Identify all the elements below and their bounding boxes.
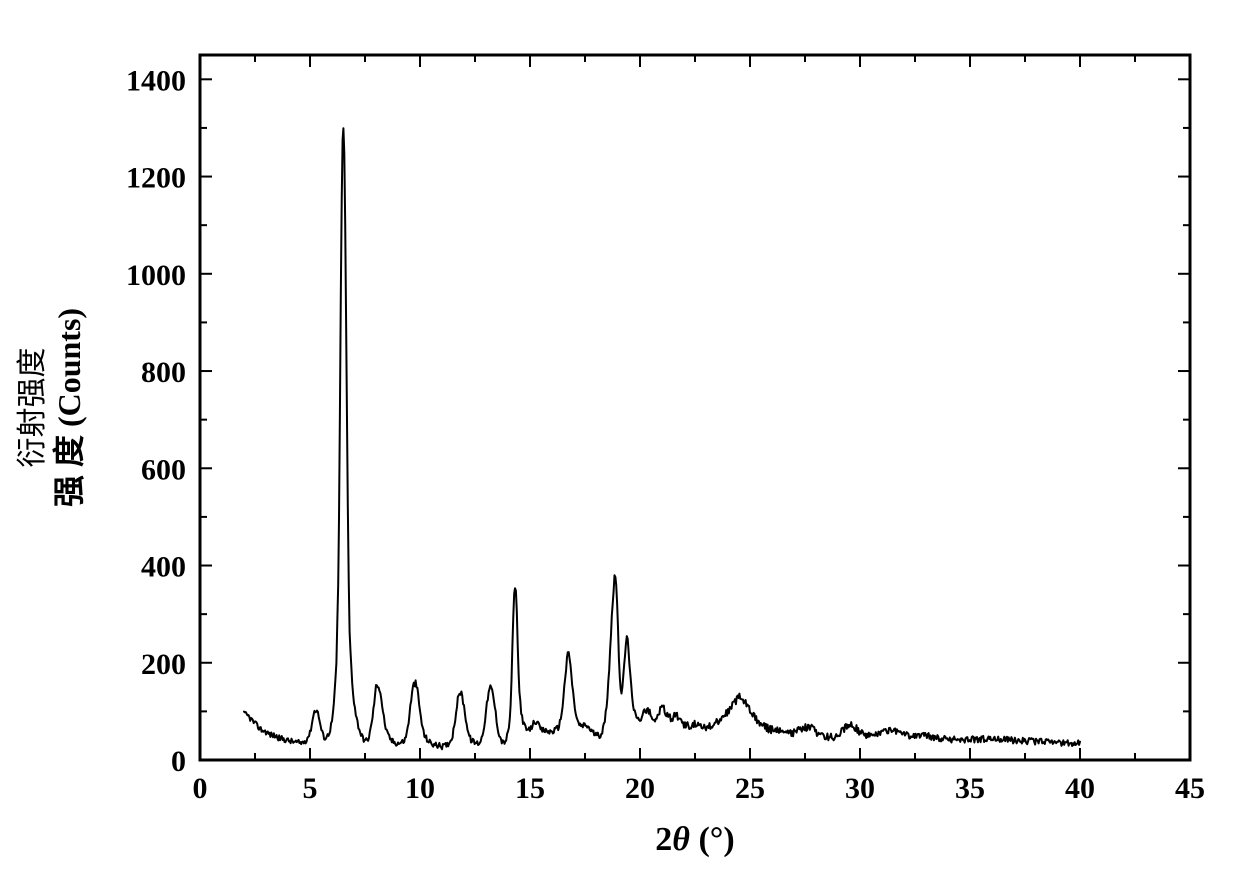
x-tick-label: 45 (1175, 772, 1205, 805)
y-tick-label: 1000 (126, 259, 186, 292)
y-tick-label: 1200 (126, 162, 186, 195)
y-tick-label: 1400 (126, 64, 186, 97)
xrd-chart-svg: 0 5 10 15 20 25 30 35 40 45 0 200 400 600 800 1000 1200 1… (0, 0, 1240, 888)
x-axis-label: 2θ (°) (655, 821, 734, 858)
x-tick-label: 5 (303, 772, 318, 805)
y-tick-label: 600 (141, 453, 186, 486)
x-tick-label: 25 (735, 772, 765, 805)
x-tick-label: 0 (193, 772, 208, 805)
y-tick-label: 0 (171, 745, 186, 778)
x-tick-label: 40 (1065, 772, 1095, 805)
x-tick-label: 15 (515, 772, 545, 805)
x-tick-label: 30 (845, 772, 875, 805)
y-tick-label: 800 (141, 356, 186, 389)
y-axis-label-cn: 衍射强度 (16, 348, 49, 468)
y-axis-label-en: 强 度 (Counts) (51, 308, 87, 507)
x-tick-label: 35 (955, 772, 985, 805)
xrd-chart-container: 0 5 10 15 20 25 30 35 40 45 0 200 400 600 800 1000 1200 1… (0, 0, 1240, 888)
y-tick-label: 400 (141, 551, 186, 584)
x-tick-label: 10 (405, 772, 435, 805)
y-tick-label: 200 (141, 648, 186, 681)
x-tick-label: 20 (625, 772, 655, 805)
